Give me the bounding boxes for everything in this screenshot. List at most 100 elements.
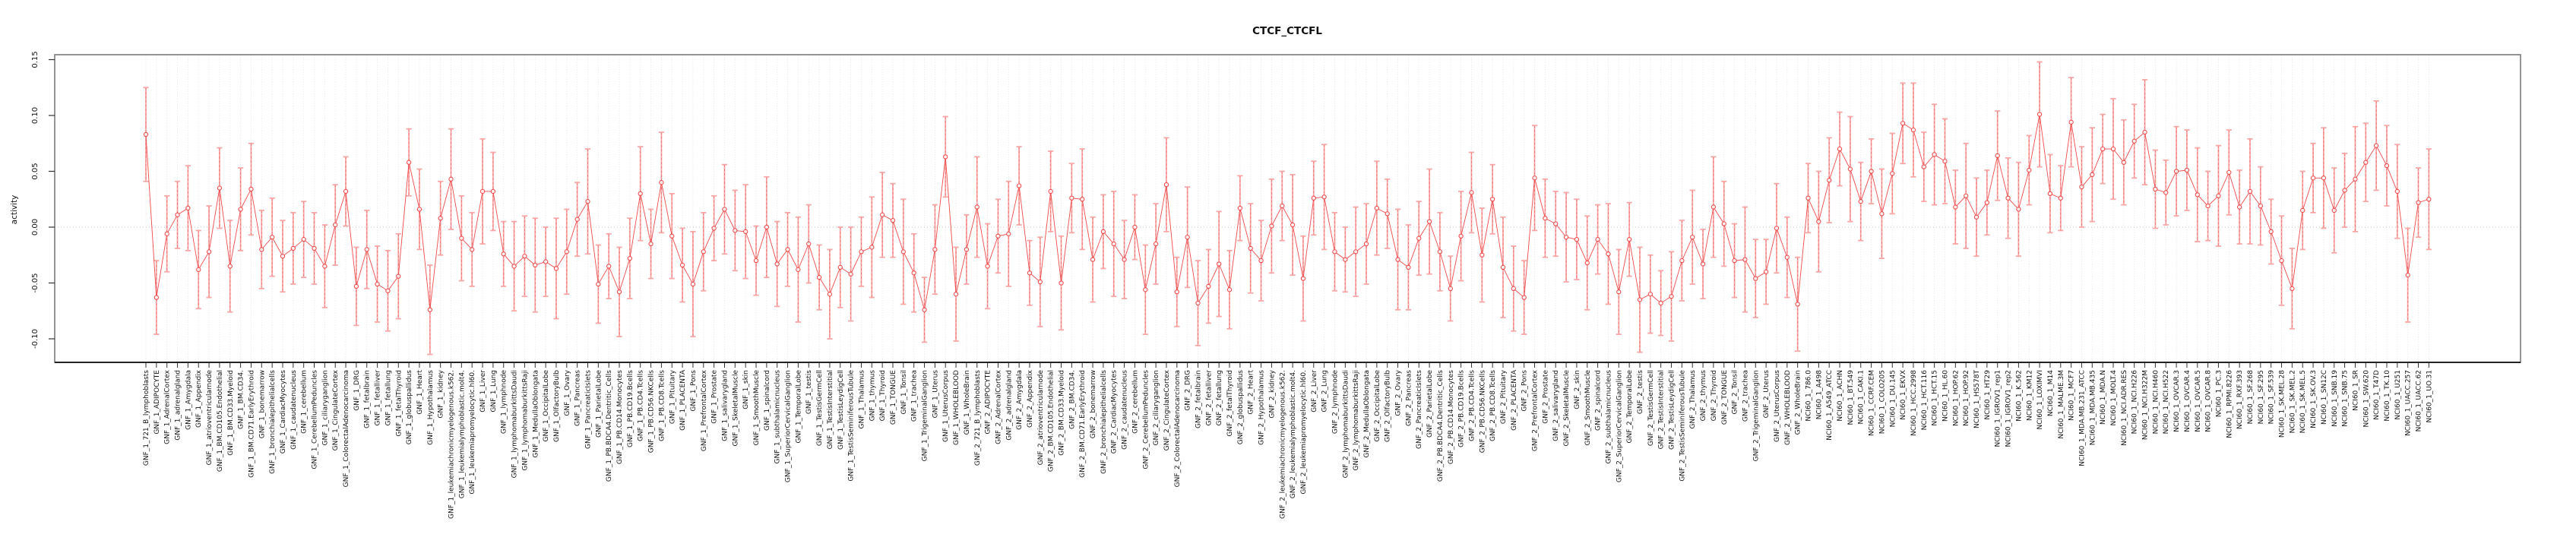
x-tick-label: NCI60_1_MDA.MB.231_ATCC xyxy=(2078,370,2086,466)
x-tick-label: GNF_1_SkeletalMuscle xyxy=(732,370,739,447)
x-tick-label: NCI60_1_T47D xyxy=(2373,370,2381,420)
data-point xyxy=(1721,221,1726,226)
x-tick-label: GNF_1_caudatenucleus xyxy=(290,370,298,450)
x-tick-label: GNF_1_UterusCorpus xyxy=(942,370,950,442)
data-point xyxy=(585,199,590,204)
x-tick-label: GNF_1_kidney xyxy=(438,369,445,418)
x-tick-label: GNF_2_BM.CD33.Myeloid xyxy=(1059,370,1066,456)
data-point xyxy=(2353,176,2358,182)
x-tick-label: GNF_1_Pons xyxy=(690,370,698,412)
x-tick-label: GNF_2_Hypothalamus xyxy=(1258,370,1266,445)
x-tick-label: GNF_2_fetalliver xyxy=(1205,370,1213,426)
x-tick-label: GNF_1_Amygdala xyxy=(185,370,192,430)
x-tick-label: NCI60_1_SK.MEL.2 xyxy=(2289,370,2296,433)
x-tick-label: NCI60_1_HCT.15 xyxy=(1932,370,1939,426)
x-tick-label: GNF_2_DRG xyxy=(1185,370,1192,411)
x-tick-label: GNF_1_CardiacMyocytes xyxy=(280,370,287,454)
x-tick-label: GNF_2_Pancreas xyxy=(1405,370,1413,426)
data-point xyxy=(2226,169,2232,175)
x-tick-label: GNF_1_salivarygland xyxy=(721,370,729,441)
x-tick-label: GNF_1_SuperiorCervicalGanglion xyxy=(785,370,793,482)
data-point xyxy=(375,281,380,287)
x-tick-label: GNF_2_PB.CD4.Tcells xyxy=(1468,370,1476,441)
data-point xyxy=(859,249,864,254)
data-point xyxy=(2342,188,2347,193)
data-point xyxy=(2416,200,2421,205)
x-tick-label: GNF_2_Heart xyxy=(1248,370,1255,415)
x-tick-label: GNF_2_PB.CD19.Bcells xyxy=(1458,370,1466,447)
data-point xyxy=(301,237,306,242)
data-point xyxy=(764,224,770,230)
data-point xyxy=(2363,160,2369,165)
data-point xyxy=(1753,276,1758,281)
x-tick-label: NCI60_1_HCC.2998 xyxy=(1910,370,1918,436)
x-tick-label: NCI60_1_SR xyxy=(2352,370,2359,411)
data-point xyxy=(1869,169,1874,174)
data-point xyxy=(1226,287,1233,292)
x-tick-label: NCI60_1_HCT.116 xyxy=(1921,370,1929,431)
x-tick-label: GNF_1_PLACENTA xyxy=(679,369,687,431)
x-tick-label: NCI60_1_SF.295 xyxy=(2258,370,2265,424)
data-point xyxy=(2047,191,2053,197)
x-tick-label: GNF_1_atrioventricularnode xyxy=(206,370,214,466)
x-tick-label: GNF_2_ADIPOCYTE xyxy=(985,370,992,435)
data-point xyxy=(2384,163,2390,169)
x-tick-label: GNF_1_TestisLeydigCell xyxy=(837,370,845,450)
x-tick-label: GNF_1_PB.CD56.NKCells xyxy=(648,370,656,454)
data-point xyxy=(533,262,538,268)
data-point xyxy=(416,207,422,212)
data-point xyxy=(1942,159,1948,164)
x-tick-label: NCI60_1_RPMI.8226 xyxy=(2226,370,2233,438)
x-tick-label: NCI60_1_OVCAR.4 xyxy=(2184,370,2191,432)
data-point xyxy=(722,207,727,212)
x-tick-label: GNF_2_Thalamus xyxy=(1689,370,1697,429)
x-tick-label: GNF_2_Amygdala xyxy=(1016,370,1024,430)
x-tick-label: GNF_1_lymphomaburkittsRaji xyxy=(521,370,529,471)
x-tick-label: GNF_2_PB.CD14.Monocytes xyxy=(1448,370,1455,464)
x-tick-label: NCI60_1_KM12 xyxy=(2026,370,2033,421)
x-tick-label: GNF_1_lymphomaburkittsDaudi xyxy=(511,370,519,478)
data-point xyxy=(1532,175,1537,181)
x-tick-label: GNF_1_fetalliver xyxy=(375,370,382,426)
x-tick-label: GNF_2_Lung xyxy=(1321,370,1329,412)
data-point xyxy=(2068,119,2074,125)
data-point xyxy=(2163,190,2169,195)
data-point xyxy=(1406,264,1411,270)
data-point xyxy=(1574,237,1580,242)
x-tick-label: GNF_1_Tonsil xyxy=(900,370,908,414)
x-tick-label: GNF_1_BM.CD34. xyxy=(238,370,245,429)
data-point xyxy=(1816,219,1821,224)
data-point xyxy=(679,262,685,268)
x-tick-label: GNF_2_PB.CD8.Tcells xyxy=(1489,370,1497,441)
data-point xyxy=(448,176,454,182)
data-point xyxy=(1847,166,1853,172)
series-polyline xyxy=(145,114,2429,310)
data-point xyxy=(1080,197,1085,202)
data-point xyxy=(1395,257,1400,262)
data-point xyxy=(427,307,432,312)
data-point xyxy=(2079,184,2084,190)
x-tick-label: GNF_1_bronchialepithelialcells xyxy=(269,370,277,474)
data-point xyxy=(627,256,633,261)
x-tick-label: GNF_2_fetalThyroid xyxy=(1226,370,1234,437)
x-tick-label: NCI60_1_MALME.3M xyxy=(2058,370,2065,439)
data-point xyxy=(1016,183,1022,188)
x-tick-label: GNF_1_TestisInterstitial xyxy=(827,370,834,449)
data-point xyxy=(1805,195,1811,201)
data-point xyxy=(1100,229,1106,235)
data-point xyxy=(1595,237,1600,242)
x-tick-label: GNF_2_leukemiachronicmyelogenous.k562. xyxy=(1279,370,1286,519)
x-tick-label: GNF_1_leukemiapromyelocytic.hl60. xyxy=(469,370,476,495)
data-point xyxy=(1163,182,1169,188)
x-tick-label: GNF_1_Thalamus xyxy=(858,370,866,429)
x-tick-label: NCI60_1_NCI.H522 xyxy=(2163,370,2170,434)
x-tick-label: GNF_2_CerebellumPeduncles xyxy=(1142,370,1150,469)
x-tick-label: NCI60_1_NCI.ADR.RES xyxy=(2121,370,2128,446)
data-point xyxy=(1679,258,1685,264)
data-point xyxy=(1490,197,1495,202)
x-tick-label: GNF_2_WHOLEBLOOD xyxy=(1784,370,1792,445)
data-point xyxy=(1900,121,1906,126)
y-tick-label: 0.05 xyxy=(31,163,40,179)
data-point xyxy=(1280,203,1285,209)
